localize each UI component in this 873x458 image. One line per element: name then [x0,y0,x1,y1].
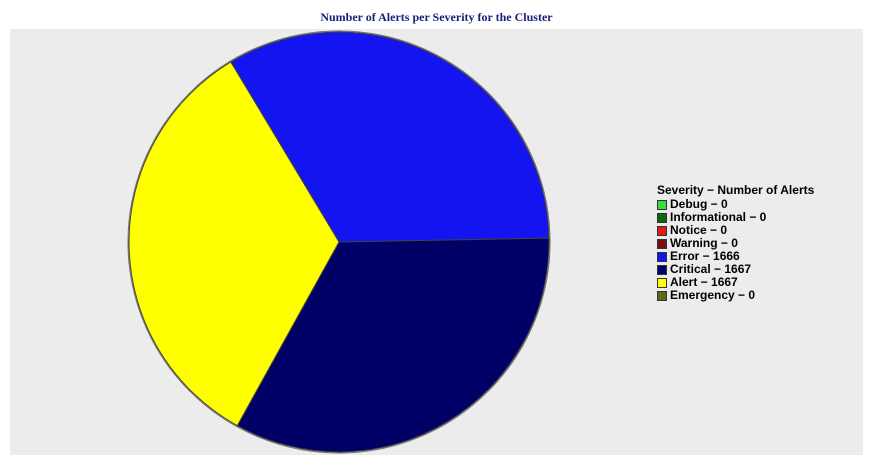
legend-title: Severity − Number of Alerts [657,183,815,197]
legend-label: Error − 1666 [670,249,740,263]
legend-label: Warning − 0 [670,236,738,250]
pie-slice-alert[interactable] [128,61,340,427]
legend-item-informational: Informational − 0 [657,211,814,224]
legend-label: Alert − 1667 [670,275,738,289]
legend-swatch [657,290,667,301]
legend-swatch [657,225,667,236]
legend-label: Debug − 0 [670,197,728,211]
legend-item-error: Error − 1666 [657,250,814,263]
legend-items: Debug − 0 Informational − 0 Notice − 0 Warn… [657,198,814,302]
legend: Severity − Number of Alerts Debug − 0 Inf… [657,183,814,302]
legend-swatch [657,251,667,262]
legend-label: Critical − 1667 [670,262,752,276]
legend-label: Informational − 0 [670,210,767,224]
legend-label: Emergency − 0 [670,288,756,302]
pie-slice-error[interactable] [230,31,550,243]
legend-item-warning: Warning − 0 [657,237,814,250]
legend-item-alert: Alert − 1667 [657,276,814,289]
pie-slice-critical[interactable] [236,237,550,453]
legend-swatch [657,212,667,223]
legend-swatch [657,199,667,210]
legend-swatch [657,238,667,249]
legend-swatch [657,264,667,275]
legend-label: Notice − 0 [670,223,728,237]
legend-item-notice: Notice − 0 [657,224,814,237]
legend-item-critical: Critical − 1667 [657,263,814,276]
legend-swatch [657,277,667,288]
legend-item-emergency: Emergency − 0 [657,289,814,302]
legend-item-debug: Debug − 0 [657,198,814,211]
pie-outline [127,30,551,454]
chart-title: Number of Alerts per Severity for the Cl… [320,10,553,24]
